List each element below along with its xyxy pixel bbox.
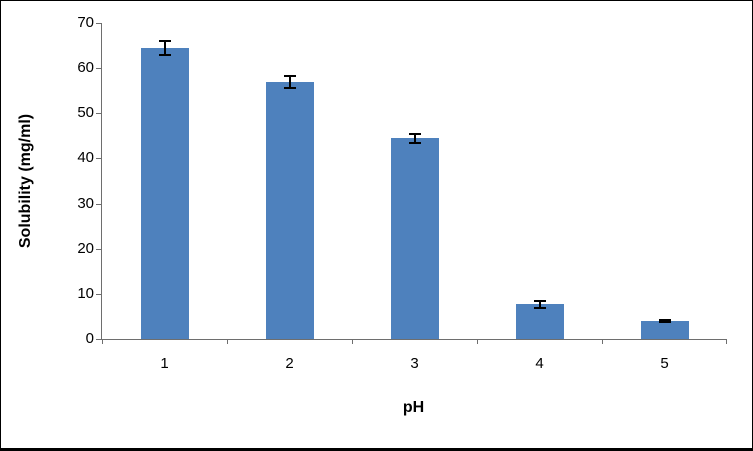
x-tick-label: 5: [660, 355, 669, 372]
error-bar-line: [413, 133, 416, 143]
y-tick-mark: [96, 158, 102, 160]
x-tick-label: 1: [160, 355, 169, 372]
x-tick-mark: [352, 339, 353, 344]
y-tick-label: 50: [77, 104, 94, 122]
y-tick-label: 20: [77, 239, 94, 257]
x-tick-mark: [227, 339, 228, 344]
y-tick-mark: [96, 113, 102, 115]
x-tick-mark: [102, 339, 103, 344]
error-bar-cap-bottom: [158, 53, 171, 56]
y-tick-label: 0: [85, 330, 94, 347]
error-bar-cap-bottom: [283, 86, 296, 89]
y-tick-label: 10: [77, 284, 94, 302]
error-bar-cap-top: [658, 318, 671, 321]
y-tick-mark: [96, 203, 102, 205]
plot-area: 0 10 20 30 40 50 60 70 1 2 3 4 5: [77, 14, 727, 372]
error-bar-cap-bottom: [658, 321, 671, 324]
y-tick-label: 60: [77, 59, 94, 77]
error-bar-line: [538, 300, 541, 308]
error-bar-cap-bottom: [533, 306, 546, 309]
y-tick-mark: [96, 248, 102, 250]
x-tick-mark: [477, 339, 478, 344]
y-tick-mark: [96, 68, 102, 70]
bar: [640, 320, 689, 339]
x-tick-label: 2: [285, 355, 294, 372]
bar: [515, 304, 564, 339]
y-tick-label: 30: [77, 194, 94, 212]
error-bar-cap-bottom: [408, 141, 421, 144]
error-bar-cap-top: [408, 132, 421, 135]
bar: [140, 47, 189, 339]
bar: [265, 81, 314, 339]
y-tick-label: 40: [77, 149, 94, 167]
y-tick-mark: [96, 293, 102, 295]
y-tick-mark: [96, 23, 102, 24]
error-bar-cap-top: [283, 74, 296, 77]
error-bar-line: [663, 319, 666, 323]
y-tick-label: 70: [77, 14, 94, 31]
y-axis-title: Solubility (mg/ml): [17, 113, 34, 249]
error-bar-line: [163, 41, 166, 55]
error-bar-line: [288, 75, 291, 88]
x-tick-label: 3: [410, 355, 419, 372]
error-bar-cap-top: [158, 40, 171, 43]
y-tick-mark: [96, 339, 102, 340]
error-bar-cap-top: [533, 299, 546, 302]
x-tick-mark: [602, 339, 603, 344]
x-tick-label: 4: [535, 355, 544, 372]
x-tick-mark: [726, 339, 727, 344]
bar: [390, 138, 439, 339]
x-axis-title: pH: [402, 399, 425, 416]
